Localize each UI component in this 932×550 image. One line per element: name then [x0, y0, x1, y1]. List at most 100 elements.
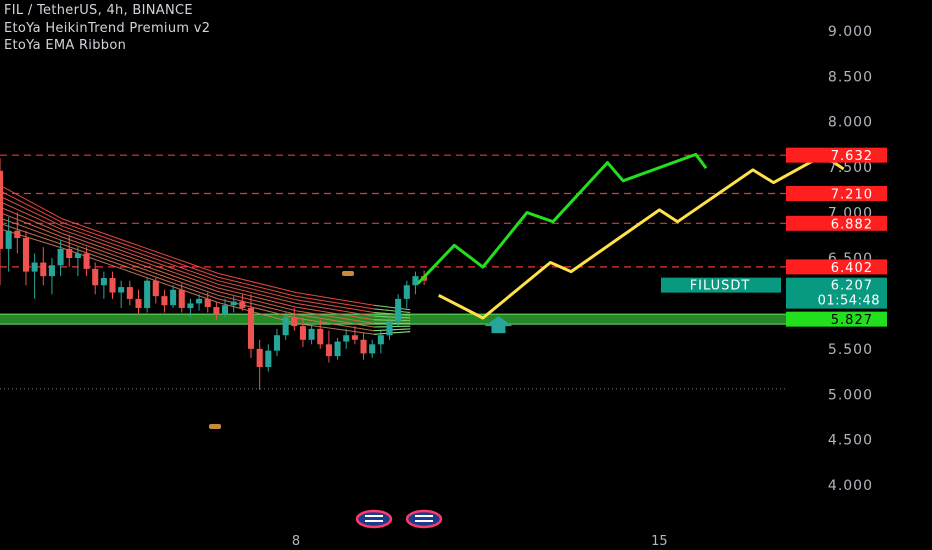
price-level-value: 5.827	[831, 313, 873, 328]
x-tick-label: 8	[292, 534, 300, 549]
candle-body	[247, 307, 255, 349]
ema-ribbon-line	[0, 201, 411, 319]
indicator-heikin-trend[interactable]: EtoYa HeikinTrend Premium v2	[4, 21, 211, 36]
candle-body	[256, 348, 263, 368]
candle-body	[144, 280, 151, 308]
candle-body	[40, 262, 47, 277]
candle-body	[222, 305, 229, 315]
current-price-value: 6.207	[831, 279, 873, 294]
price-level-badge	[786, 186, 887, 202]
candle-body	[273, 335, 281, 351]
candle-body	[377, 335, 384, 345]
ema-ribbon-tail	[373, 319, 411, 322]
symbol-title[interactable]: FIL / TetherUS, 4h, BINANCE	[4, 3, 193, 18]
ema-ribbon-line	[0, 228, 411, 335]
y-tick-label: 4.000	[828, 478, 873, 494]
candle-body	[265, 350, 272, 368]
candle-countdown: 01:54:48	[818, 294, 880, 309]
indicator-ema-ribbon[interactable]: EtoYa EMA Ribbon	[4, 38, 127, 53]
ema-ribbon-line	[0, 217, 411, 328]
symbol-label: FILUSDT	[690, 279, 751, 294]
candle-body	[299, 326, 306, 340]
candle-body	[403, 285, 410, 299]
candle-body	[170, 289, 177, 306]
candle-body	[317, 328, 324, 345]
price-level-value: 7.210	[831, 188, 873, 203]
ema-ribbon-tail	[373, 304, 411, 311]
candle-body	[178, 289, 185, 308]
flag-stripe	[365, 520, 383, 522]
candle-body	[66, 248, 73, 259]
ema-ribbon-line	[0, 184, 411, 311]
candle-body	[325, 344, 332, 357]
green-projection-path	[416, 152, 708, 285]
candle-body	[291, 317, 298, 327]
y-tick-label: 7.500	[828, 160, 873, 176]
candle-body	[204, 298, 211, 308]
y-tick-label: 5.500	[828, 342, 873, 358]
price-level-badge	[786, 147, 887, 163]
flag-stripe	[415, 520, 433, 522]
flag-stripe	[415, 515, 433, 517]
candle-body	[57, 248, 64, 266]
candle-body	[135, 298, 142, 308]
signal-marker-icon	[342, 271, 354, 276]
candle-body	[14, 230, 21, 239]
yellow-projection-path	[438, 153, 845, 320]
y-tick-label: 5.000	[828, 387, 873, 403]
candle-body	[161, 296, 168, 306]
candle-body	[334, 341, 341, 357]
candle-body	[5, 230, 12, 249]
candle-body	[187, 303, 194, 308]
candle-body	[395, 298, 402, 322]
candle-body	[369, 344, 376, 354]
candle-body	[83, 253, 90, 269]
signal-marker-icon	[209, 424, 221, 429]
x-tick-label: 15	[651, 534, 668, 549]
candle-body	[282, 317, 289, 336]
candle-body	[31, 262, 38, 272]
candle-body	[213, 307, 220, 315]
ema-ribbon-line	[0, 223, 411, 332]
flag-stripe	[365, 515, 383, 517]
candle-body	[126, 287, 133, 299]
symbol-badge	[661, 277, 781, 293]
candle-body	[196, 298, 203, 304]
ema-ribbon-tail	[373, 312, 411, 316]
candle-body	[152, 280, 159, 297]
support-band	[0, 314, 786, 325]
candle-body	[239, 301, 246, 308]
candle-body	[360, 339, 367, 354]
ema-ribbon-tail	[373, 308, 411, 314]
price-level-badge	[786, 215, 887, 231]
ema-ribbon-line	[0, 190, 411, 313]
candle-body	[230, 301, 237, 306]
flag-outline	[355, 509, 393, 529]
price-level-badge	[786, 311, 887, 327]
candle-body	[308, 328, 315, 340]
ema-ribbon-line	[0, 206, 411, 322]
candle-body	[100, 277, 107, 286]
ema-ribbon-line	[0, 195, 411, 316]
candle-body	[343, 335, 350, 342]
y-tick-label: 9.000	[828, 24, 873, 40]
candle-body	[351, 335, 358, 340]
candle-body	[412, 276, 419, 286]
ema-ribbon-line	[0, 212, 411, 324]
ema-ribbon-tail	[373, 315, 411, 319]
candle-body	[92, 268, 99, 286]
price-level-value: 6.402	[831, 261, 873, 276]
candle-body	[22, 238, 29, 272]
current-price-badge	[786, 277, 887, 309]
us-flag-icon	[405, 509, 443, 529]
y-tick-label: 8.000	[828, 115, 873, 131]
candle-body	[118, 287, 125, 293]
price-level-value: 6.882	[831, 217, 873, 232]
price-level-value: 7.632	[831, 149, 873, 164]
candle-body	[48, 265, 55, 277]
candle-body	[0, 170, 4, 249]
candle-body	[74, 253, 81, 259]
candle-body	[386, 321, 393, 336]
